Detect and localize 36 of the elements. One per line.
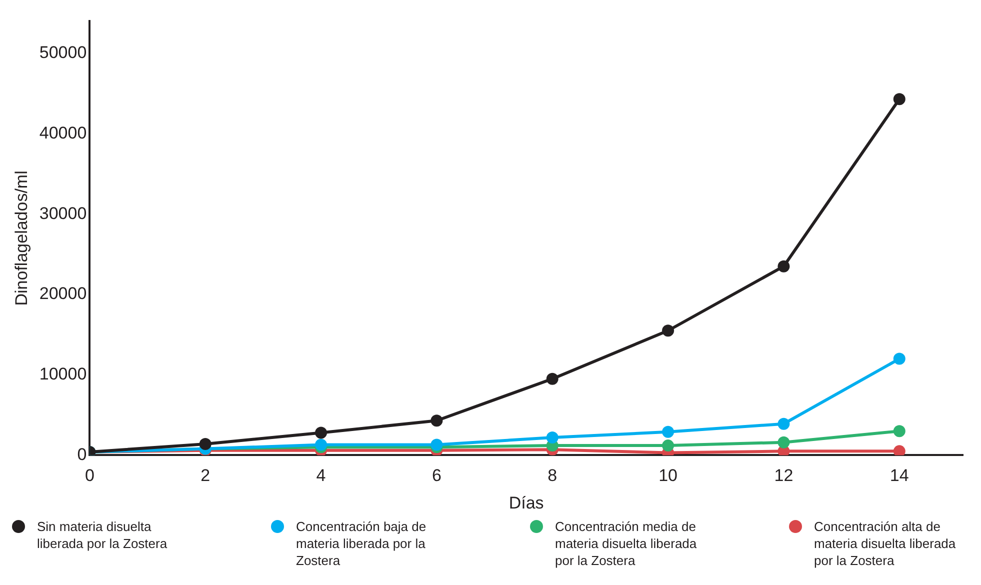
x-tick-label: 10 bbox=[658, 466, 678, 486]
y-tick-label: 50000 bbox=[39, 43, 87, 62]
x-tick-label: 6 bbox=[432, 466, 442, 486]
y-tick-label: 20000 bbox=[39, 284, 87, 304]
legend-label: Concentración media de materia disuelta liberada por la Zostera bbox=[555, 518, 698, 569]
legend-label: Concentración baja de materia liberada por la Zostera bbox=[296, 518, 428, 569]
x-tick-label: 14 bbox=[890, 466, 909, 486]
x-tick-label: 8 bbox=[548, 466, 558, 486]
y-tick-label: 0 bbox=[77, 444, 87, 464]
point bbox=[778, 260, 790, 272]
x-axis-title: Días bbox=[508, 493, 544, 512]
point bbox=[315, 426, 328, 439]
point bbox=[893, 93, 906, 106]
point bbox=[893, 445, 906, 456]
point bbox=[430, 414, 443, 427]
point bbox=[315, 438, 328, 451]
point bbox=[893, 425, 906, 438]
legend-label: Sin materia disuelta liberada por la Zostera bbox=[37, 518, 168, 552]
x-tick-label: 4 bbox=[316, 466, 326, 486]
point bbox=[662, 426, 674, 438]
y-axis-title: Dinoflagelados/ml bbox=[12, 170, 31, 306]
point bbox=[546, 432, 558, 444]
point bbox=[546, 372, 558, 385]
point bbox=[893, 352, 906, 365]
point bbox=[778, 418, 790, 430]
point bbox=[778, 436, 790, 448]
legend-label: Concentración alta de materia disuelta liberada por la Zostera bbox=[814, 518, 957, 569]
y-tick-label: 30000 bbox=[39, 204, 87, 223]
y-tick-label: 40000 bbox=[39, 123, 87, 142]
point bbox=[430, 438, 443, 451]
point bbox=[662, 440, 674, 452]
x-tick-label: 2 bbox=[200, 466, 210, 486]
y-tick-label: 10000 bbox=[39, 364, 87, 384]
point bbox=[199, 438, 212, 450]
point bbox=[662, 324, 674, 337]
x-tick-label: 12 bbox=[774, 466, 794, 486]
